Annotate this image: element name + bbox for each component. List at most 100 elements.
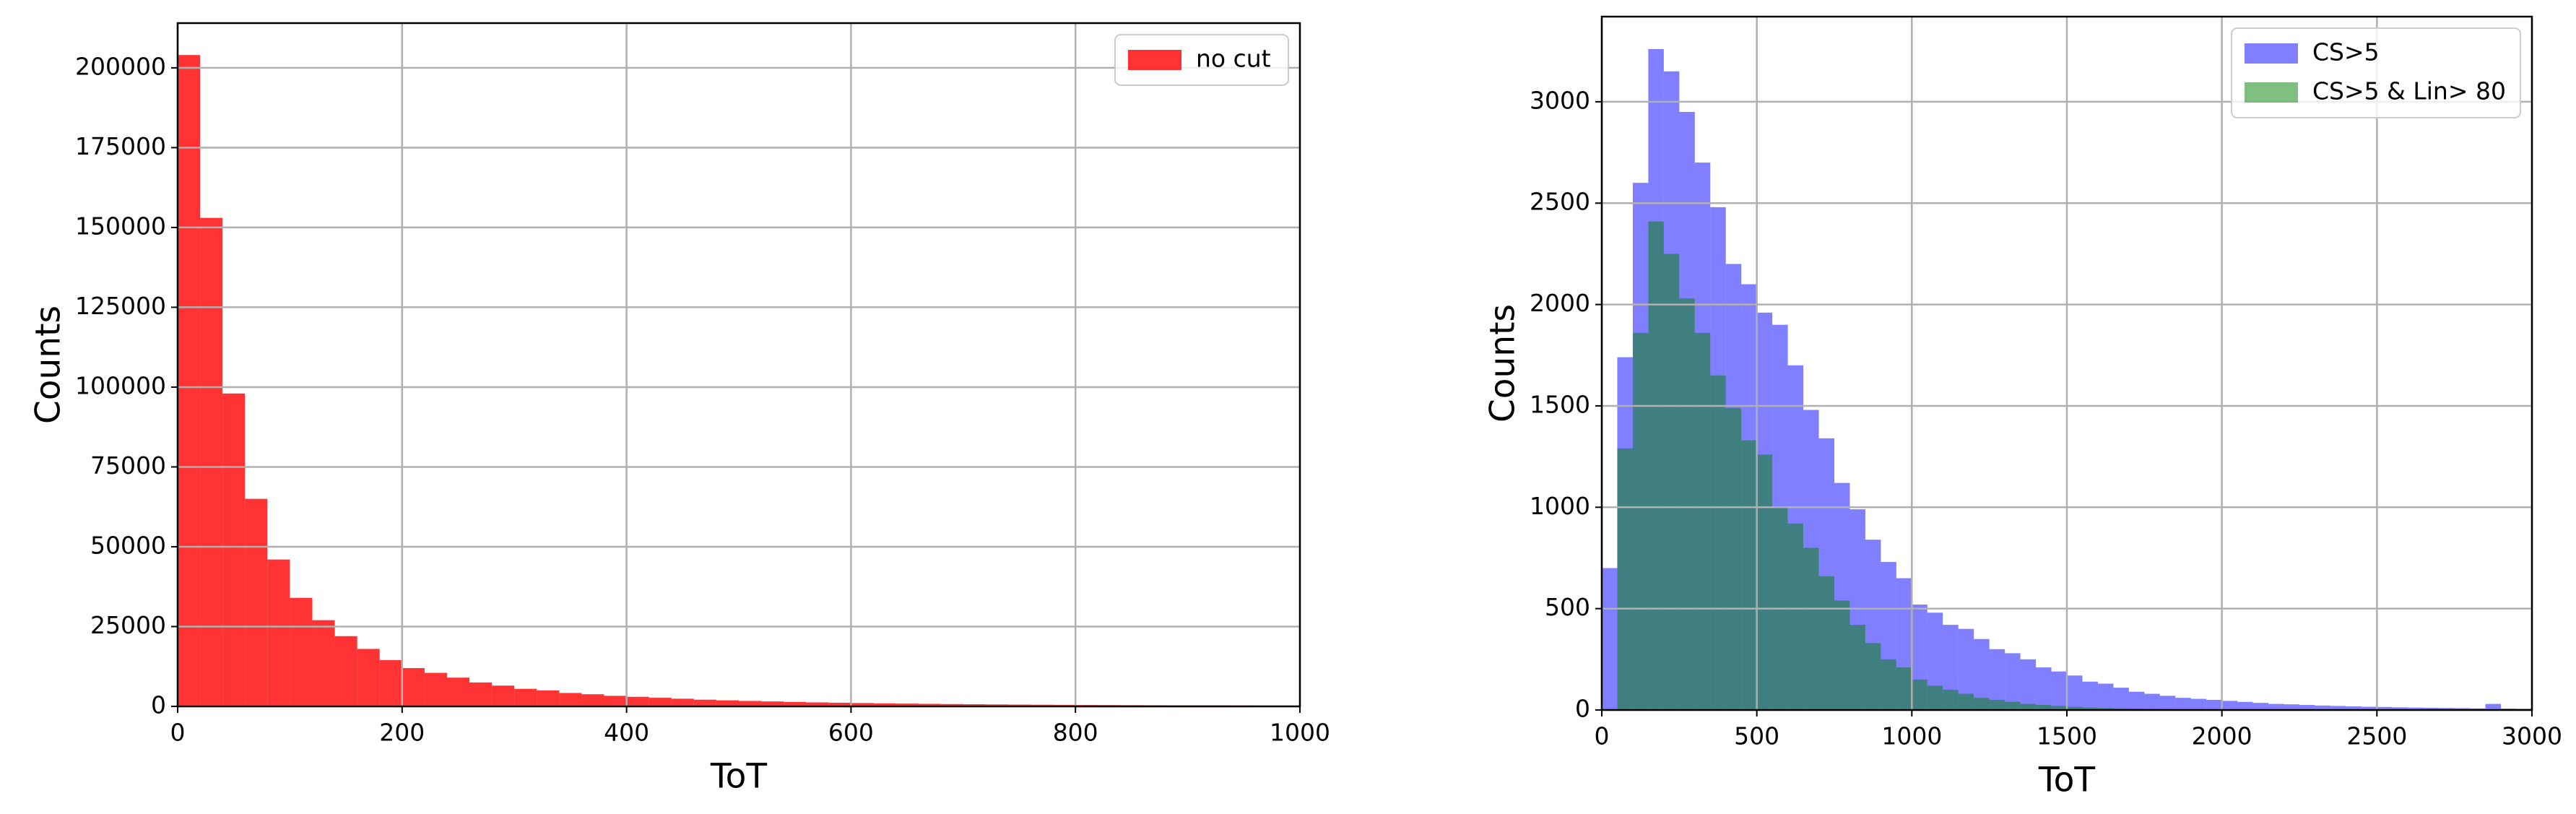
histogram-bar [222, 393, 246, 706]
y-tick-label: 50000 [90, 531, 166, 559]
histogram-bar [492, 685, 515, 706]
y-tick-label: 3000 [1530, 86, 1590, 114]
legend-label: CS>5 & Lin> 80 [2312, 77, 2506, 105]
x-tick-label: 1000 [1270, 719, 1330, 747]
legend-label: CS>5 [2312, 38, 2380, 66]
histogram-bar [2020, 659, 2037, 710]
x-tick-label: 2000 [2192, 722, 2252, 750]
histogram-bar [2005, 653, 2021, 710]
histogram-bar [514, 688, 537, 706]
histogram-bar [290, 597, 313, 706]
histogram-bar [559, 693, 582, 706]
histogram-bar [1881, 659, 1896, 710]
histogram-bar [469, 682, 493, 706]
y-tick-label: 500 [1545, 593, 1590, 621]
histogram-bar [1663, 254, 1680, 711]
histogram-bar [963, 704, 986, 706]
histogram-bar [895, 703, 919, 706]
histogram-bar [2190, 698, 2207, 710]
histogram-bar [200, 217, 223, 707]
histogram-bar [2144, 693, 2160, 710]
histogram-bar [2067, 675, 2083, 710]
x-tick-label: 1000 [1881, 722, 1942, 750]
y-tick-label: 25000 [90, 611, 166, 639]
legend-swatch [1128, 50, 1181, 70]
histogram-bar [918, 703, 941, 706]
histogram-bar [581, 694, 604, 706]
histogram-bar [940, 703, 963, 706]
histogram-bar [1632, 332, 1649, 710]
histogram-bar [1679, 298, 1695, 711]
histogram-bar [784, 701, 807, 706]
histogram-bar [2485, 703, 2502, 710]
histogram-bar [2252, 703, 2269, 710]
histogram-bar [2051, 671, 2067, 710]
histogram-bar [2206, 699, 2222, 710]
x-tick-label: 0 [170, 719, 186, 747]
histogram-bar [2284, 704, 2299, 710]
x-tick-label: 0 [1595, 722, 1610, 750]
histogram-bar [1710, 375, 1726, 710]
histogram-bar [626, 696, 649, 706]
histogram-bar [312, 620, 335, 706]
y-tick-label: 0 [1575, 695, 1590, 723]
histogram-bar [985, 704, 1008, 706]
histogram-bar [2299, 704, 2315, 710]
histogram-bar [1958, 628, 1974, 710]
histogram-bar [716, 700, 739, 706]
histogram-bar [2159, 696, 2176, 710]
histogram-bar [1648, 221, 1664, 710]
y-tick-label: 100000 [75, 371, 166, 399]
histogram-bar [2361, 706, 2377, 710]
histogram-bar [1943, 689, 1959, 710]
legend-box [2231, 27, 2521, 118]
histogram-bar [1943, 625, 1959, 710]
histogram-bar [1849, 625, 1865, 710]
x-tick-label: 2500 [2346, 722, 2407, 750]
histogram-bar [402, 667, 425, 706]
histogram-bar [2408, 707, 2424, 710]
axes-frame [176, 22, 1301, 708]
x-tick-label: 600 [828, 719, 874, 747]
x-tick-label: 400 [604, 719, 649, 747]
histogram-bar [2221, 701, 2238, 710]
histogram-bar [1617, 448, 1633, 710]
y-tick-label: 125000 [75, 292, 166, 320]
x-axis-label: ToT [2038, 761, 2095, 800]
histogram-bar [2005, 701, 2021, 710]
histogram-bar [1834, 600, 1850, 710]
histogram-bar [604, 696, 627, 706]
legend-label: no cut [1196, 45, 1271, 73]
histogram-bar [2067, 706, 2083, 710]
histogram-bar [1896, 667, 1912, 710]
y-tick-label: 150000 [75, 212, 166, 240]
histogram-bar [178, 55, 201, 706]
y-axis-label: Counts [1483, 304, 1523, 423]
histogram-bar [761, 701, 784, 706]
histogram-bar [2113, 688, 2129, 710]
histogram-bar [2346, 706, 2362, 710]
y-tick-label: 0 [151, 691, 166, 719]
histogram-bar [1912, 679, 1927, 710]
histogram-bar [1602, 568, 1618, 710]
histogram-bar [1741, 440, 1757, 710]
histogram-bar [2330, 706, 2346, 710]
histogram-bar [334, 636, 357, 706]
histogram-bar [2237, 701, 2253, 710]
histogram-bar [2454, 708, 2471, 710]
histogram-bar [1694, 332, 1711, 710]
histogram-bar [2097, 683, 2114, 710]
x-tick-label: 200 [379, 719, 425, 747]
histogram-bar [2051, 706, 2067, 710]
histogram-bar [693, 699, 716, 706]
histogram-bar [1974, 638, 1990, 710]
histogram-bar [2082, 681, 2098, 710]
y-tick-label: 2000 [1530, 289, 1590, 317]
x-axis-label: ToT [710, 757, 767, 797]
histogram-bar [1756, 454, 1773, 710]
histogram-bar [2020, 703, 2037, 710]
histogram-bar [245, 498, 268, 706]
x-tick-label: 3000 [2502, 722, 2562, 750]
x-tick-label: 500 [1734, 722, 1779, 750]
